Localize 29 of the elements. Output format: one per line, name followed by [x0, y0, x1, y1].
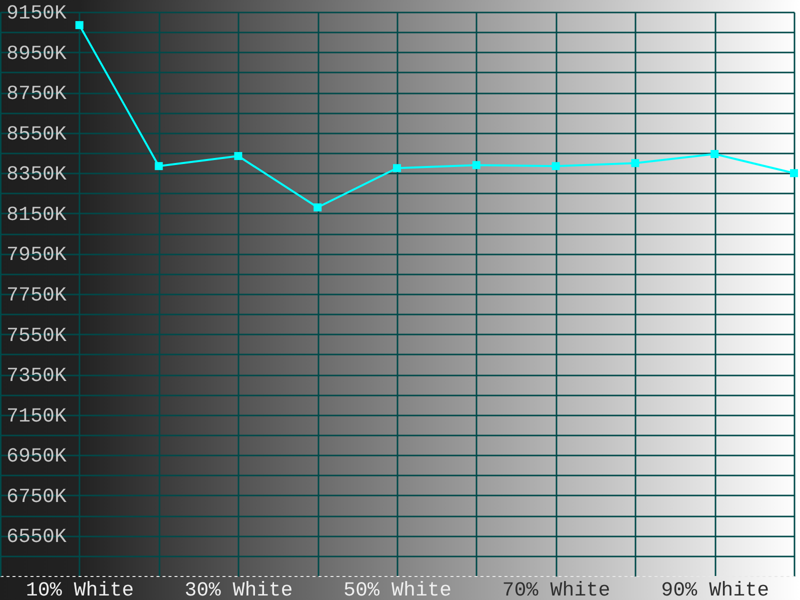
- y-tick-label: 6950K: [6, 446, 67, 469]
- x-tick-label: 70% White: [502, 580, 610, 600]
- y-tick-label: 7550K: [6, 324, 67, 348]
- y-tick-label: 7350K: [6, 365, 67, 388]
- y-tick-label: 6550K: [6, 526, 67, 550]
- y-tick-label: 8750K: [6, 83, 67, 106]
- y-tick-label: 8150K: [6, 204, 67, 227]
- point: [234, 152, 242, 160]
- y-tick-label: 8950K: [6, 42, 67, 66]
- y-tick-label: 9150K: [6, 2, 67, 26]
- x-tick-label: 30% White: [184, 580, 293, 600]
- x-tick-label: 90% White: [661, 580, 770, 600]
- y-tick-label: 7950K: [6, 244, 67, 268]
- point: [631, 159, 640, 168]
- point: [710, 150, 719, 158]
- y-tick-label: 8550K: [6, 123, 67, 146]
- x-tick-label: 10% White: [26, 580, 134, 600]
- x-tick-label: 50% White: [343, 580, 452, 600]
- point: [75, 21, 84, 30]
- point: [790, 169, 798, 178]
- y-tick-label: 6750K: [6, 486, 67, 509]
- point: [314, 203, 322, 212]
- point: [552, 162, 560, 170]
- point: [472, 161, 480, 170]
- y-tick-label: 8350K: [6, 164, 67, 187]
- point: [154, 162, 163, 170]
- y-tick-label: 7750K: [6, 284, 67, 308]
- y-tick-label: 7150K: [6, 405, 67, 428]
- point: [393, 164, 401, 172]
